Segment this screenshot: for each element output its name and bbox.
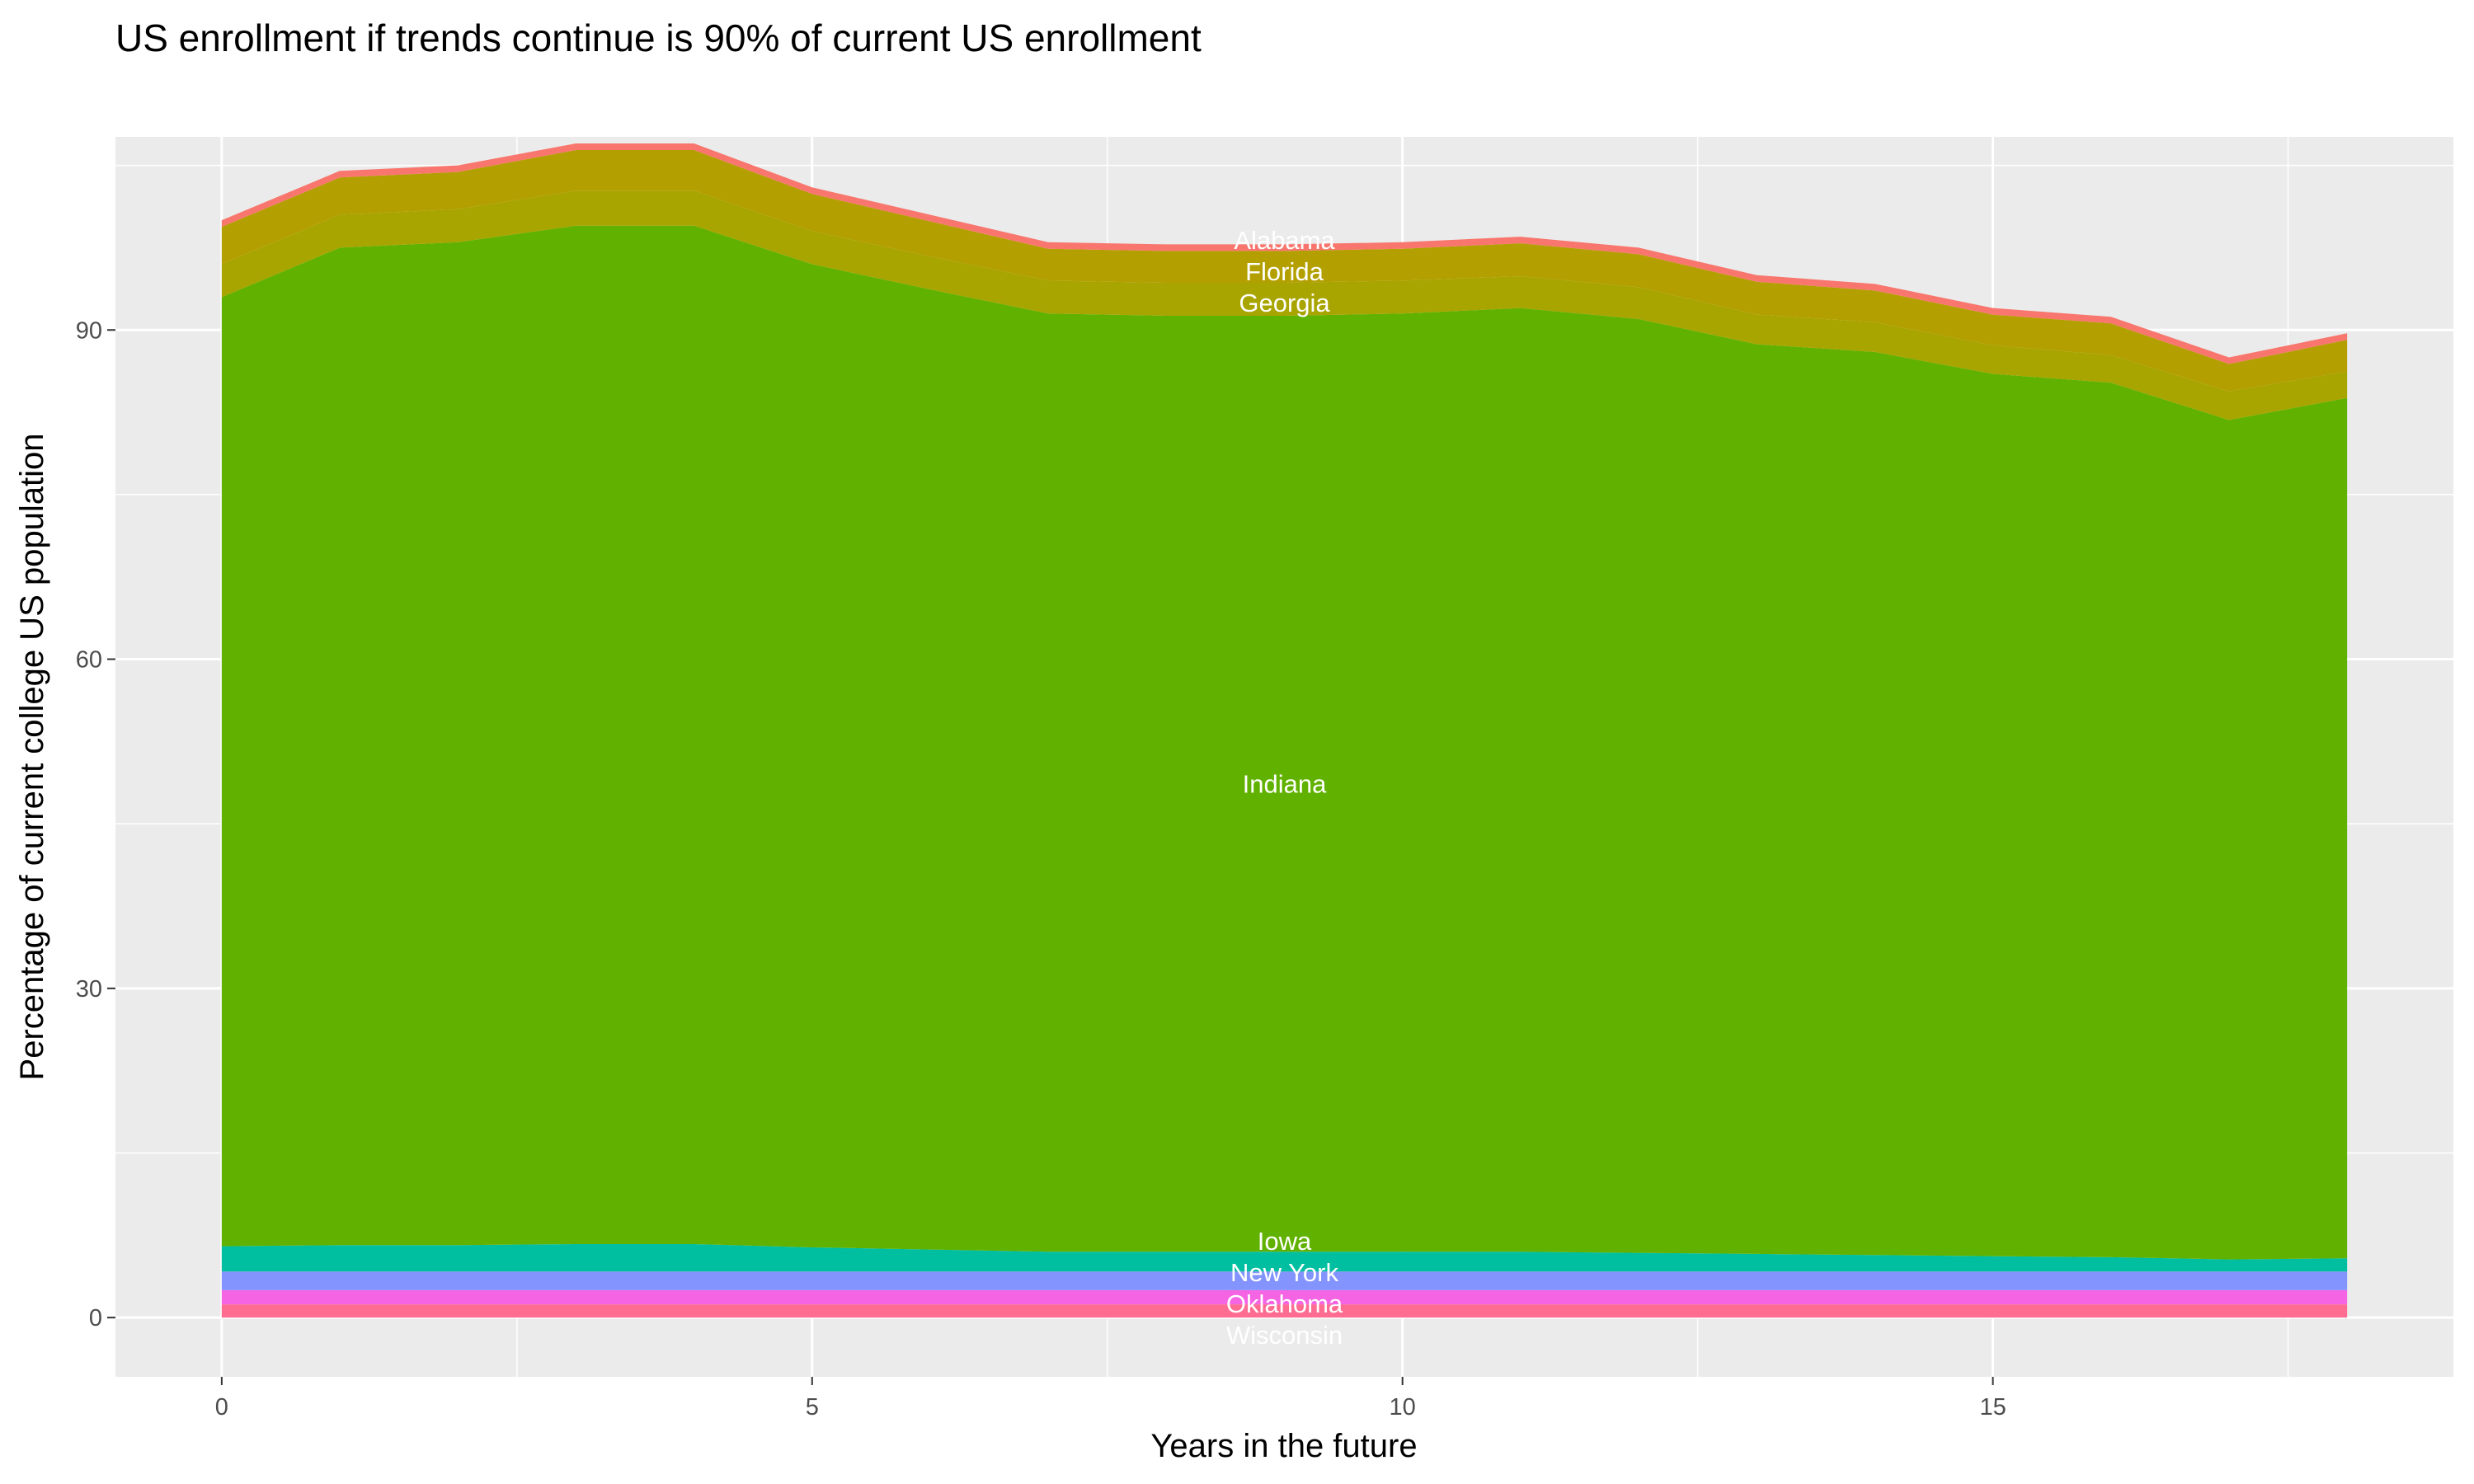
y-tick-label: 30 — [76, 976, 102, 1003]
area-oklahoma — [221, 1289, 2348, 1305]
x-tick-label: 0 — [215, 1394, 228, 1421]
area-label: Florida — [1245, 257, 1324, 286]
area-florida — [221, 149, 2348, 392]
area-label: Wisconsin — [1226, 1321, 1343, 1350]
y-axis-title: Percentage of current college US populat… — [14, 434, 50, 1081]
area-label: Alabama — [1234, 226, 1335, 255]
area-label: Georgia — [1239, 289, 1330, 317]
area-new-york — [221, 1271, 2348, 1290]
area-indiana — [221, 225, 2348, 1260]
y-tick-label: 60 — [76, 647, 102, 674]
x-axis-title: Years in the future — [1150, 1428, 1417, 1464]
axes: 0 5 10 15 0 30 60 90 — [76, 317, 2006, 1421]
chart-title: US enrollment if trends continue is 90% … — [115, 16, 1202, 59]
x-tick-label: 15 — [1979, 1394, 2006, 1421]
x-tick-label: 5 — [806, 1394, 819, 1421]
area-georgia — [221, 190, 2348, 420]
y-tick-label: 0 — [89, 1305, 102, 1331]
y-tick-label: 90 — [76, 317, 102, 344]
area-label: Oklahoma — [1226, 1289, 1343, 1318]
area-label: Iowa — [1258, 1227, 1312, 1256]
stacked-areas — [221, 143, 2348, 1318]
area-label: Indiana — [1243, 770, 1327, 799]
x-tick-label: 10 — [1390, 1394, 1416, 1421]
area-wisconsin — [221, 1304, 2348, 1318]
area-iowa — [221, 1243, 2348, 1272]
area-label: New York — [1230, 1258, 1338, 1287]
